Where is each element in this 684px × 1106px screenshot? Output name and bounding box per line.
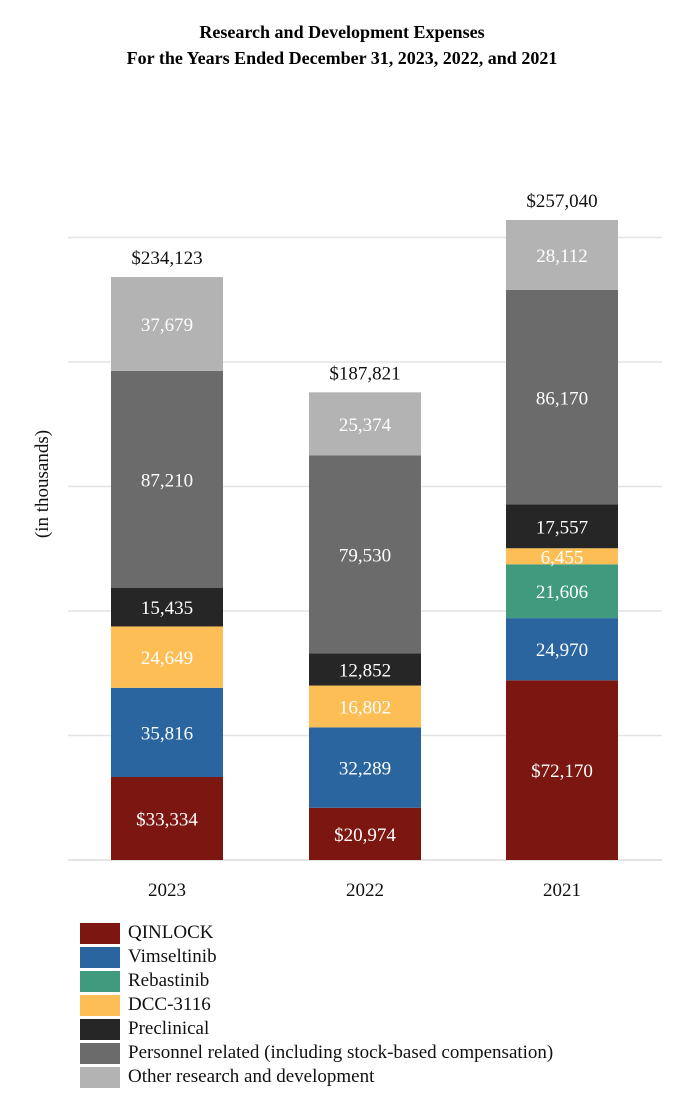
total-label: $257,040 — [526, 191, 597, 212]
bar-segment-vimseltinib-2023 — [111, 687, 223, 777]
total-label: $187,821 — [329, 363, 400, 384]
bar-segment-qinlock-2022 — [309, 807, 421, 860]
bar-segment-vimseltinib-2021 — [506, 618, 618, 681]
data-label: 15,435 — [141, 598, 193, 619]
legend-label: Vimseltinib — [128, 946, 217, 967]
legend-item: Preclinical — [80, 1017, 553, 1041]
data-label: 35,816 — [141, 723, 193, 744]
bar-segment-dcc-3116-2022 — [309, 685, 421, 728]
legend-swatch — [80, 1066, 120, 1088]
legend-swatch — [80, 922, 120, 944]
data-label: 79,530 — [339, 546, 391, 567]
x-axis-ticks: 2023 2022 2021 — [148, 880, 581, 901]
rd-expenses-chart: Research and Development Expenses For th… — [32, 22, 662, 901]
data-label: 87,210 — [141, 470, 193, 491]
legend-swatch — [80, 946, 120, 968]
y-axis-label: (in thousands) — [32, 430, 53, 538]
chart-title-line-2: For the Years Ended December 31, 2023, 2… — [127, 48, 558, 68]
bar-segment-personnel-2023 — [111, 370, 223, 589]
legend-swatch — [80, 970, 120, 992]
data-label: 24,649 — [141, 648, 193, 669]
legend-item: Vimseltinib — [80, 945, 553, 969]
legend-item: DCC-3116 — [80, 993, 553, 1017]
bars: $33,334 35,816 24,649 15,435 87,210 37,679 $23… — [111, 191, 618, 860]
data-label: 25,374 — [339, 415, 392, 436]
legend-label: Rebastinib — [128, 970, 210, 991]
legend-item: Personnel related (including stock-based… — [80, 1041, 553, 1065]
legend: QINLOCK Vimseltinib Rebastinib DCC-3116 Prec… — [80, 921, 553, 1089]
bar-segment-qinlock-2023 — [111, 776, 223, 860]
data-label: 6,455 — [541, 547, 584, 568]
data-label: 28,112 — [536, 246, 588, 267]
legend-item: Other research and development — [80, 1065, 553, 1089]
legend-swatch — [80, 994, 120, 1016]
legend-item: Rebastinib — [80, 969, 553, 993]
data-label: 24,970 — [536, 640, 588, 661]
bar-segment-dcc-3116-2021 — [506, 548, 618, 565]
data-label: 21,606 — [536, 582, 588, 603]
bar-segment-personnel-2022 — [309, 455, 421, 654]
bar-segment-dcc-3116-2023 — [111, 626, 223, 688]
data-label: $72,170 — [531, 761, 593, 782]
bar-segment-other-2022 — [309, 392, 421, 456]
bar-segment-other-2021 — [506, 219, 618, 290]
bar-segment-qinlock-2021 — [506, 680, 618, 860]
bar-segment-rebastinib-2021 — [506, 564, 618, 619]
bar-segment-vimseltinib-2022 — [309, 727, 421, 808]
bar-segment-preclinical-2021 — [506, 504, 618, 549]
legend-label: DCC-3116 — [128, 994, 211, 1015]
legend-swatch — [80, 1042, 120, 1064]
x-tick-label: 2022 — [346, 880, 384, 901]
x-tick-label: 2021 — [543, 880, 581, 901]
total-label: $234,123 — [131, 248, 202, 269]
legend-item: QINLOCK — [80, 921, 553, 945]
bar-segment-preclinical-2023 — [111, 588, 223, 627]
data-label: 32,289 — [339, 759, 391, 780]
legend-label: Other research and development — [128, 1066, 375, 1087]
data-label: $20,974 — [334, 825, 396, 846]
data-label: 12,852 — [339, 661, 391, 682]
x-tick-label: 2023 — [148, 880, 186, 901]
data-label: $33,334 — [136, 809, 198, 830]
data-label: 16,802 — [339, 697, 391, 718]
legend-label: Personnel related (including stock-based… — [128, 1042, 554, 1063]
data-label: 86,170 — [536, 388, 588, 409]
legend-label: Preclinical — [128, 1018, 210, 1039]
bar-segment-preclinical-2022 — [309, 653, 421, 686]
chart-title-line-1: Research and Development Expenses — [199, 22, 484, 42]
bar-segment-other-2023 — [111, 277, 223, 371]
legend-label: QINLOCK — [128, 922, 214, 943]
data-label: 17,557 — [536, 517, 588, 538]
data-label: 37,679 — [141, 315, 193, 336]
legend-swatch — [80, 1018, 120, 1040]
bar-segment-personnel-2021 — [506, 289, 618, 505]
